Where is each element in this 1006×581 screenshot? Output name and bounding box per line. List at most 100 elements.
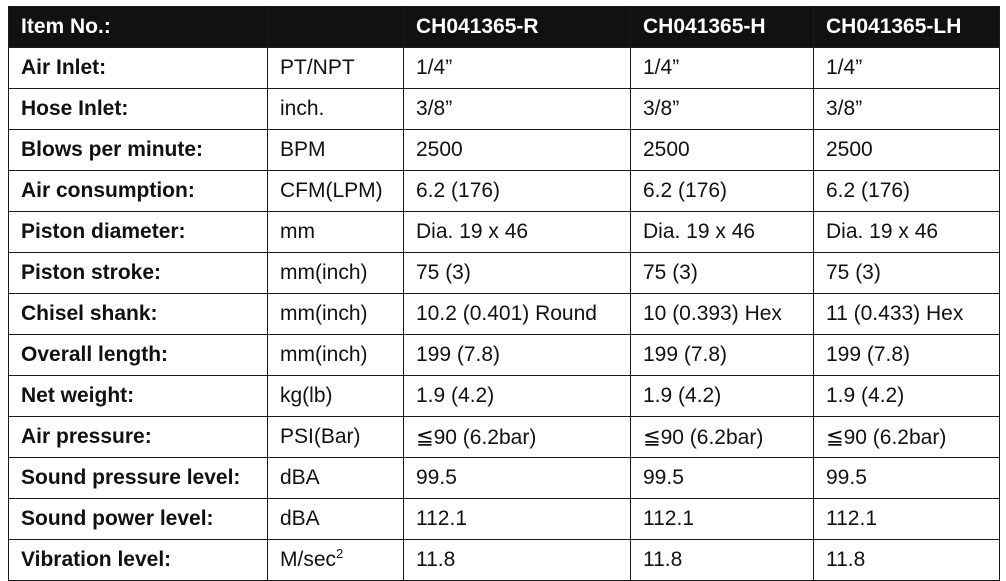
unit-text: mm(inch) <box>280 302 368 325</box>
table-row: Air Inlet: PT/NPT 1/4” 1/4” 1/4” <box>8 47 1000 89</box>
unit-cell: mm(inch) <box>267 293 404 335</box>
value-cell: 112.1 <box>630 498 814 540</box>
parameter-label: Blows per minute: <box>8 129 268 171</box>
table-row: Overall length: mm(inch) 199 (7.8) 199 (7.8… <box>8 334 1000 376</box>
unit-cell: dBA <box>267 457 404 499</box>
value-cell: 2500 <box>403 129 631 171</box>
table-row: Hose Inlet: inch. 3/8” 3/8” 3/8” <box>8 88 1000 130</box>
unit-text: CFM(LPM) <box>280 179 383 202</box>
unit-text: mm(inch) <box>280 261 368 284</box>
unit-text: dBA <box>280 466 320 489</box>
value-cell: 3/8” <box>630 88 814 130</box>
unit-text: kg(lb) <box>280 384 333 407</box>
value-cell: 199 (7.8) <box>813 334 1000 376</box>
value-cell: 99.5 <box>813 457 1000 499</box>
parameter-label: Air pressure: <box>8 416 268 458</box>
value-cell: ≦90 (6.2bar) <box>403 416 631 458</box>
value-cell: 1.9 (4.2) <box>630 375 814 417</box>
value-cell: 199 (7.8) <box>630 334 814 376</box>
model-header: CH041365-LH <box>813 6 1000 48</box>
value-cell: 99.5 <box>630 457 814 499</box>
parameter-label: Chisel shank: <box>8 293 268 335</box>
value-cell: Dia. 19 x 46 <box>403 211 631 253</box>
table-row: Air consumption: CFM(LPM) 6.2 (176) 6.2 (17… <box>8 170 1000 212</box>
value-cell: 2500 <box>630 129 814 171</box>
value-cell: 11.8 <box>630 539 814 581</box>
value-cell: 3/8” <box>813 88 1000 130</box>
parameter-label: Sound power level: <box>8 498 268 540</box>
value-cell: 6.2 (176) <box>403 170 631 212</box>
unit-text: BPM <box>280 138 326 161</box>
value-cell: ≦90 (6.2bar) <box>630 416 814 458</box>
parameter-label: Air consumption: <box>8 170 268 212</box>
table-row: Piston diameter: mm Dia. 19 x 46 Dia. 19 x … <box>8 211 1000 253</box>
unit-text: inch. <box>280 97 325 120</box>
unit-text: dBA <box>280 507 320 530</box>
unit-cell: dBA <box>267 498 404 540</box>
value-cell: 1.9 (4.2) <box>813 375 1000 417</box>
unit-cell: mm(inch) <box>267 334 404 376</box>
header-row: Item No.: CH041365-R CH041365-H CH041365… <box>8 6 1000 48</box>
value-cell: 199 (7.8) <box>403 334 631 376</box>
value-cell: 75 (3) <box>813 252 1000 294</box>
value-cell: 112.1 <box>403 498 631 540</box>
value-cell: 11.8 <box>403 539 631 581</box>
unit-text: mm(inch) <box>280 343 368 366</box>
unit-cell: mm <box>267 211 404 253</box>
table-row: Chisel shank: mm(inch) 10.2 (0.401) Round 1… <box>8 293 1000 335</box>
unit-text: PT/NPT <box>280 56 355 79</box>
unit-cell: PT/NPT <box>267 47 404 89</box>
parameter-label: Hose Inlet: <box>8 88 268 130</box>
table-row: Piston stroke: mm(inch) 75 (3) 75 (3) 75 (3) <box>8 252 1000 294</box>
table-row: Air pressure: PSI(Bar) ≦90 (6.2bar) ≦90 (6.… <box>8 416 1000 458</box>
value-cell: 1/4” <box>403 47 631 89</box>
value-cell: 3/8” <box>403 88 631 130</box>
value-cell: 75 (3) <box>403 252 631 294</box>
value-cell: 6.2 (176) <box>630 170 814 212</box>
unit-cell: inch. <box>267 88 404 130</box>
unit-cell: BPM <box>267 129 404 171</box>
value-cell: ≦90 (6.2bar) <box>813 416 1000 458</box>
unit-text: PSI(Bar) <box>280 425 361 448</box>
item-no-header: Item No.: <box>8 6 268 48</box>
unit-cell: kg(lb) <box>267 375 404 417</box>
value-cell: 1.9 (4.2) <box>403 375 631 417</box>
value-cell: 75 (3) <box>630 252 814 294</box>
table-row: Sound pressure level: dBA 99.5 99.5 99.5 <box>8 457 1000 499</box>
unit-text: mm <box>280 220 315 243</box>
parameter-label: Net weight: <box>8 375 268 417</box>
value-cell: 99.5 <box>403 457 631 499</box>
unit-superscript: 2 <box>336 546 344 561</box>
table-row: Blows per minute: BPM 2500 2500 2500 <box>8 129 1000 171</box>
value-cell: 1/4” <box>630 47 814 89</box>
unit-cell: M/sec2 <box>267 539 404 581</box>
table-row: Net weight: kg(lb) 1.9 (4.2) 1.9 (4.2) 1.9 (… <box>8 375 1000 417</box>
unit-cell: mm(inch) <box>267 252 404 294</box>
spec-body: Air Inlet: PT/NPT 1/4” 1/4” 1/4” Hose Inlet: i… <box>8 47 1000 581</box>
parameter-label: Air Inlet: <box>8 47 268 89</box>
table-row: Sound power level: dBA 112.1 112.1 112.1 <box>8 498 1000 540</box>
parameter-label: Sound pressure level: <box>8 457 268 499</box>
model-header: CH041365-H <box>630 6 814 48</box>
parameter-label: Overall length: <box>8 334 268 376</box>
value-cell: 11 (0.433) Hex <box>813 293 1000 335</box>
value-cell: Dia. 19 x 46 <box>630 211 814 253</box>
value-cell: 11.8 <box>813 539 1000 581</box>
unit-text: M/sec <box>280 548 337 571</box>
unit-cell: CFM(LPM) <box>267 170 404 212</box>
spec-table: Item No.: CH041365-R CH041365-H CH041365… <box>8 6 1000 581</box>
model-header: CH041365-R <box>403 6 631 48</box>
value-cell: Dia. 19 x 46 <box>813 211 1000 253</box>
parameter-label: Piston stroke: <box>8 252 268 294</box>
parameter-label: Piston diameter: <box>8 211 268 253</box>
unit-header <box>267 6 404 48</box>
value-cell: 2500 <box>813 129 1000 171</box>
unit-cell: PSI(Bar) <box>267 416 404 458</box>
table-row: Vibration level: M/sec2 11.8 11.8 11.8 <box>8 539 1000 581</box>
value-cell: 10.2 (0.401) Round <box>403 293 631 335</box>
value-cell: 112.1 <box>813 498 1000 540</box>
parameter-label: Vibration level: <box>8 539 268 581</box>
value-cell: 10 (0.393) Hex <box>630 293 814 335</box>
value-cell: 6.2 (176) <box>813 170 1000 212</box>
value-cell: 1/4” <box>813 47 1000 89</box>
